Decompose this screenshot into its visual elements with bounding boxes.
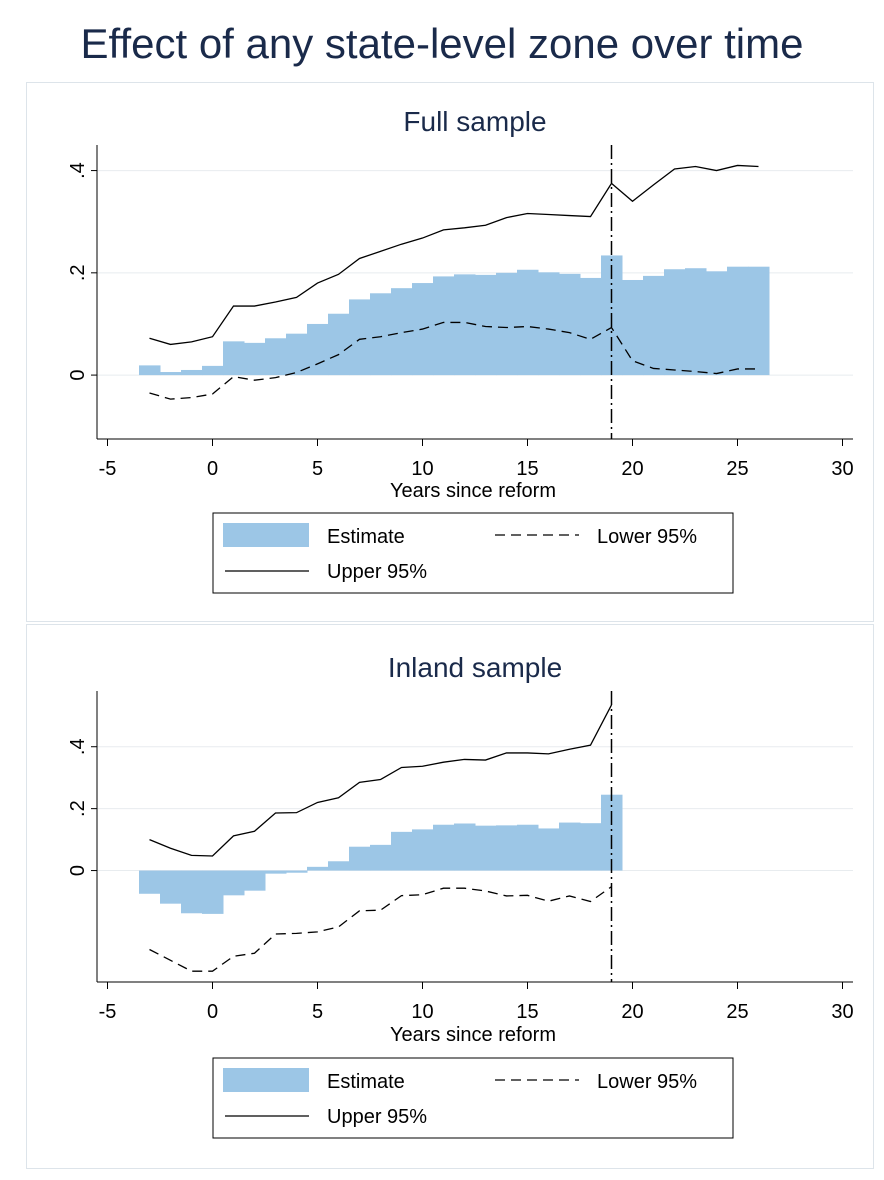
legend-label-upper: Upper 95% (327, 561, 427, 583)
estimate-bar (286, 870, 308, 873)
x-tick-label: 25 (726, 458, 748, 480)
estimate-bar (139, 870, 161, 894)
legend: Estimate Lower 95% Upper 95% (212, 512, 734, 594)
estimate-bar (496, 825, 518, 871)
estimate-bar (391, 288, 413, 376)
estimate-bar (601, 794, 623, 871)
estimate-bar (706, 271, 728, 376)
estimate-bar (202, 365, 224, 376)
estimate-bar (622, 279, 644, 376)
estimate-bar (454, 823, 476, 871)
estimate-bar (160, 372, 182, 376)
chart-title: Inland sample (388, 652, 562, 683)
estimate-bar (517, 269, 539, 376)
legend: Estimate Lower 95% Upper 95% (212, 1057, 734, 1139)
x-tick-label: 20 (621, 458, 643, 480)
x-tick-label: 20 (621, 1001, 643, 1023)
estimate-bar (538, 828, 560, 871)
estimate-bar (160, 870, 182, 904)
panel-full-sample: Full sample 0 .2 .4 -5 0 5 10 15 20 25 30 Years sinc… (26, 82, 874, 622)
x-tick-label: 10 (411, 1001, 433, 1023)
chart-title: Full sample (403, 106, 546, 137)
x-tick-label: -5 (99, 1001, 117, 1023)
estimate-bar (727, 266, 749, 376)
estimate-bar (685, 268, 707, 376)
estimate-bar (643, 275, 665, 376)
estimate-bar (454, 274, 476, 376)
estimate-bar (664, 269, 686, 376)
estimate-bar (580, 277, 602, 376)
legend-label-upper: Upper 95% (327, 1106, 427, 1128)
estimate-bar (244, 342, 266, 376)
estimate-bar (265, 338, 287, 376)
estimate-bar (475, 825, 497, 871)
estimate-bar (580, 823, 602, 871)
estimate-bar (370, 844, 392, 871)
y-tick-label: .4 (67, 162, 89, 179)
x-tick-label: 15 (516, 1001, 538, 1023)
estimate-bar (265, 870, 287, 874)
estimate-bar (559, 822, 581, 871)
x-axis-label: Years since reform (390, 480, 556, 502)
legend-label-lower: Lower 95% (597, 1071, 697, 1093)
legend-label-lower: Lower 95% (597, 526, 697, 548)
x-tick-label: 0 (207, 458, 218, 480)
estimate-bar (433, 824, 455, 871)
upper-95-line (149, 704, 613, 857)
estimate-bar (412, 829, 434, 871)
x-tick-label: 0 (207, 1001, 218, 1023)
x-tick-label: 5 (312, 1001, 323, 1023)
estimate-bar (475, 274, 497, 376)
y-tick-label: 0 (67, 865, 89, 876)
estimate-bar (349, 846, 371, 871)
x-tick-label: -5 (99, 458, 117, 480)
legend-swatch-estimate (223, 1068, 309, 1092)
estimate-bar (286, 333, 308, 376)
estimate-bar (517, 824, 539, 871)
estimate-bar (328, 313, 350, 376)
estimate-bar (328, 861, 350, 871)
estimate-bar (223, 870, 245, 896)
estimate-bar (307, 323, 329, 376)
legend-label-estimate: Estimate (327, 1071, 405, 1093)
x-tick-label: 15 (516, 458, 538, 480)
estimate-bar (202, 870, 224, 914)
legend-swatch-estimate (223, 523, 309, 547)
estimate-bar (181, 369, 203, 376)
estimate-bar (307, 866, 329, 871)
estimate-bar (223, 341, 245, 376)
legend-label-estimate: Estimate (327, 526, 405, 548)
estimate-bar (349, 299, 371, 376)
figure-title: Effect of any state-level zone over time (80, 20, 804, 67)
x-tick-label: 25 (726, 1001, 748, 1023)
estimate-bar (391, 831, 413, 871)
estimate-bar (538, 272, 560, 376)
x-tick-label: 5 (312, 458, 323, 480)
estimate-bar (181, 870, 203, 914)
y-tick-label: 0 (67, 370, 89, 381)
x-axis-label: Years since reform (390, 1024, 556, 1046)
y-tick-label: .2 (67, 264, 89, 281)
estimate-bar (496, 272, 518, 376)
x-tick-label: 30 (831, 458, 853, 480)
estimate-bar (139, 365, 161, 376)
estimate-bar (559, 273, 581, 376)
estimate-bar (748, 266, 770, 376)
estimate-bar (433, 276, 455, 376)
estimate-bar (370, 293, 392, 376)
x-tick-label: 10 (411, 458, 433, 480)
chart-full-sample: Full sample 0 .2 .4 -5 0 5 10 15 20 25 30 Years sinc… (67, 106, 854, 594)
y-tick-label: .4 (67, 738, 89, 755)
lower-95-line (149, 886, 612, 972)
lower-95-line (149, 321, 759, 400)
estimate-bar (244, 870, 266, 891)
panel-inland-sample: Inland sample 0 .2 .4 -5 0 5 10 15 20 25 30 Years si… (26, 624, 874, 1169)
y-tick-label: .2 (67, 800, 89, 817)
x-tick-label: 30 (831, 1001, 853, 1023)
upper-95-line (149, 164, 759, 346)
chart-inland-sample: Inland sample 0 .2 .4 -5 0 5 10 15 20 25 30 Years si… (67, 652, 854, 1139)
